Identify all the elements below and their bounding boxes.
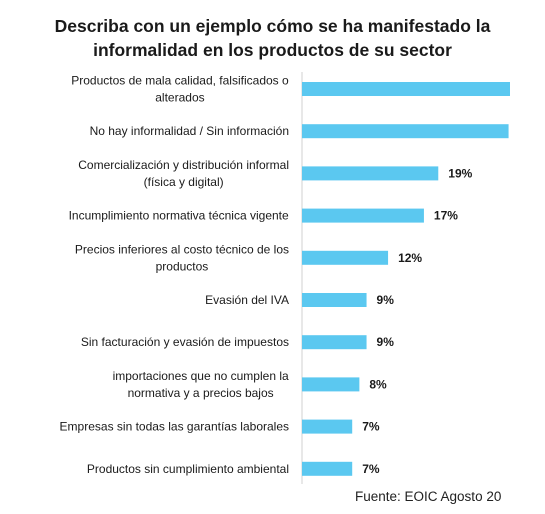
bar-7 bbox=[302, 335, 367, 350]
bar-5 bbox=[302, 250, 389, 265]
value-label-9: 7% bbox=[362, 420, 380, 434]
bar-1 bbox=[302, 82, 510, 96]
category-label-6: Evasión del IVA bbox=[205, 293, 289, 307]
value-label-7: 9% bbox=[377, 335, 395, 349]
category-label-4: Incumplimiento normativa técnica vigente bbox=[69, 209, 289, 223]
chart-title: Describa con un ejemplo cómo se ha manif… bbox=[0, 14, 545, 62]
value-label-10: 7% bbox=[362, 462, 380, 476]
value-label-4: 17% bbox=[434, 209, 458, 223]
bar-3 bbox=[302, 166, 439, 181]
title-line-1: Describa con un ejemplo cómo se ha manif… bbox=[54, 16, 491, 36]
category-label-5: Precios inferiores al costo técnico de l… bbox=[75, 242, 289, 273]
category-label-3: Comercialización y distribución informal… bbox=[78, 158, 289, 189]
category-label-2: No hay informalidad / Sin información bbox=[90, 124, 289, 138]
source-note: Fuente: EOIC Agosto 20 bbox=[355, 489, 502, 504]
value-label-3: 19% bbox=[448, 166, 472, 180]
category-label-9: Empresas sin todas las garantías laboral… bbox=[60, 420, 289, 434]
value-label-8: 8% bbox=[369, 377, 387, 391]
category-label-10: Productos sin cumplimiento ambiental bbox=[87, 462, 289, 476]
bar-4 bbox=[302, 208, 424, 223]
bar-8 bbox=[302, 377, 360, 392]
category-label-1: Productos de mala calidad, falsificados … bbox=[71, 74, 289, 105]
bar-2 bbox=[302, 124, 509, 139]
bar-6 bbox=[302, 293, 367, 307]
category-label-7: Sin facturación y evasión de impuestos bbox=[81, 335, 289, 349]
category-label-8: importaciones que no cumplen la normativa… bbox=[113, 369, 289, 400]
value-label-5: 12% bbox=[398, 251, 422, 265]
title-line-2: informalidad en los productos de su sect… bbox=[93, 40, 452, 60]
value-label-6: 9% bbox=[377, 293, 395, 307]
bar-9 bbox=[302, 419, 353, 434]
bar-10 bbox=[302, 461, 353, 476]
